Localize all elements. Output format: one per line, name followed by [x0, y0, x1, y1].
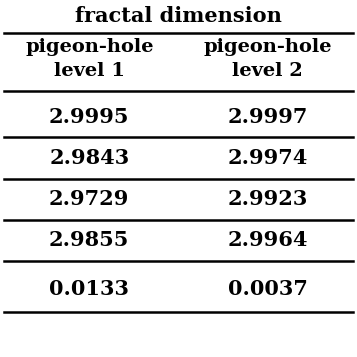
Text: 0.0037: 0.0037 [228, 279, 308, 299]
Text: 2.9964: 2.9964 [227, 230, 308, 250]
Text: 2.9843: 2.9843 [49, 148, 129, 168]
Text: pigeon-hole
level 2: pigeon-hole level 2 [203, 38, 332, 80]
Text: 2.9997: 2.9997 [227, 107, 308, 127]
Text: 0.0133: 0.0133 [49, 279, 129, 299]
Text: 2.9995: 2.9995 [49, 107, 130, 127]
Text: pigeon-hole
level 1: pigeon-hole level 1 [25, 38, 154, 80]
Text: fractal dimension: fractal dimension [75, 6, 282, 26]
Text: 2.9923: 2.9923 [227, 189, 308, 209]
Text: 2.9855: 2.9855 [49, 230, 130, 250]
Text: 2.9974: 2.9974 [227, 148, 308, 168]
Text: 2.9729: 2.9729 [49, 189, 130, 209]
